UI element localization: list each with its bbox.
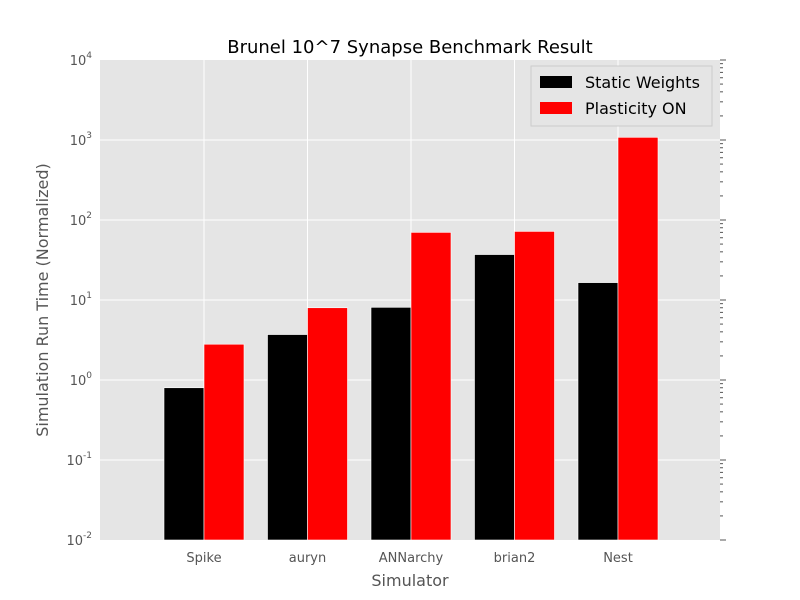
x-tick-label: ANNarchy — [379, 551, 444, 566]
y-tick-label: 103 — [70, 131, 92, 149]
legend-swatch — [540, 76, 572, 88]
bar-plasticity-on-brian2 — [514, 231, 555, 541]
x-tick-label: Spike — [186, 551, 221, 566]
bar-plasticity-on-annarchy — [410, 232, 452, 541]
x-tick-label: Nest — [603, 551, 633, 566]
bar-static-weights-auryn — [267, 334, 308, 541]
y-axis-label: Simulation Run Time (Normalized) — [33, 163, 52, 437]
legend: Static Weights Plasticity ON — [530, 65, 713, 127]
y-tick-label: 101 — [70, 291, 92, 309]
bar-static-weights-spike — [163, 387, 205, 541]
ticks: 10-2 10-1 100 101 102 103 104 Spike auryn ANNarch… — [66, 51, 726, 566]
bar-plasticity-on-nest — [617, 137, 659, 541]
x-axis-label: Simulator — [371, 571, 449, 590]
x-tick-label: brian2 — [494, 551, 536, 566]
legend-entry: Plasticity ON — [585, 99, 687, 118]
x-tick-label: auryn — [289, 551, 326, 566]
bar-plasticity-on-spike — [203, 343, 245, 541]
bar-static-weights-brian2 — [474, 254, 515, 541]
chart-title: Brunel 10^7 Synapse Benchmark Result — [227, 37, 593, 58]
y-tick-label: 102 — [70, 211, 92, 229]
y-tick-label: 10-1 — [66, 451, 92, 469]
y-tick-label: 100 — [70, 371, 93, 389]
bar-static-weights-nest — [577, 282, 619, 541]
bar-static-weights-annarchy — [370, 307, 412, 541]
y-tick-label: 10-2 — [66, 531, 92, 549]
legend-swatch — [540, 102, 572, 114]
legend-entry: Static Weights — [585, 73, 700, 92]
y-tick-label: 104 — [70, 51, 93, 69]
bars — [163, 137, 659, 541]
bar-plasticity-on-auryn — [307, 307, 348, 541]
